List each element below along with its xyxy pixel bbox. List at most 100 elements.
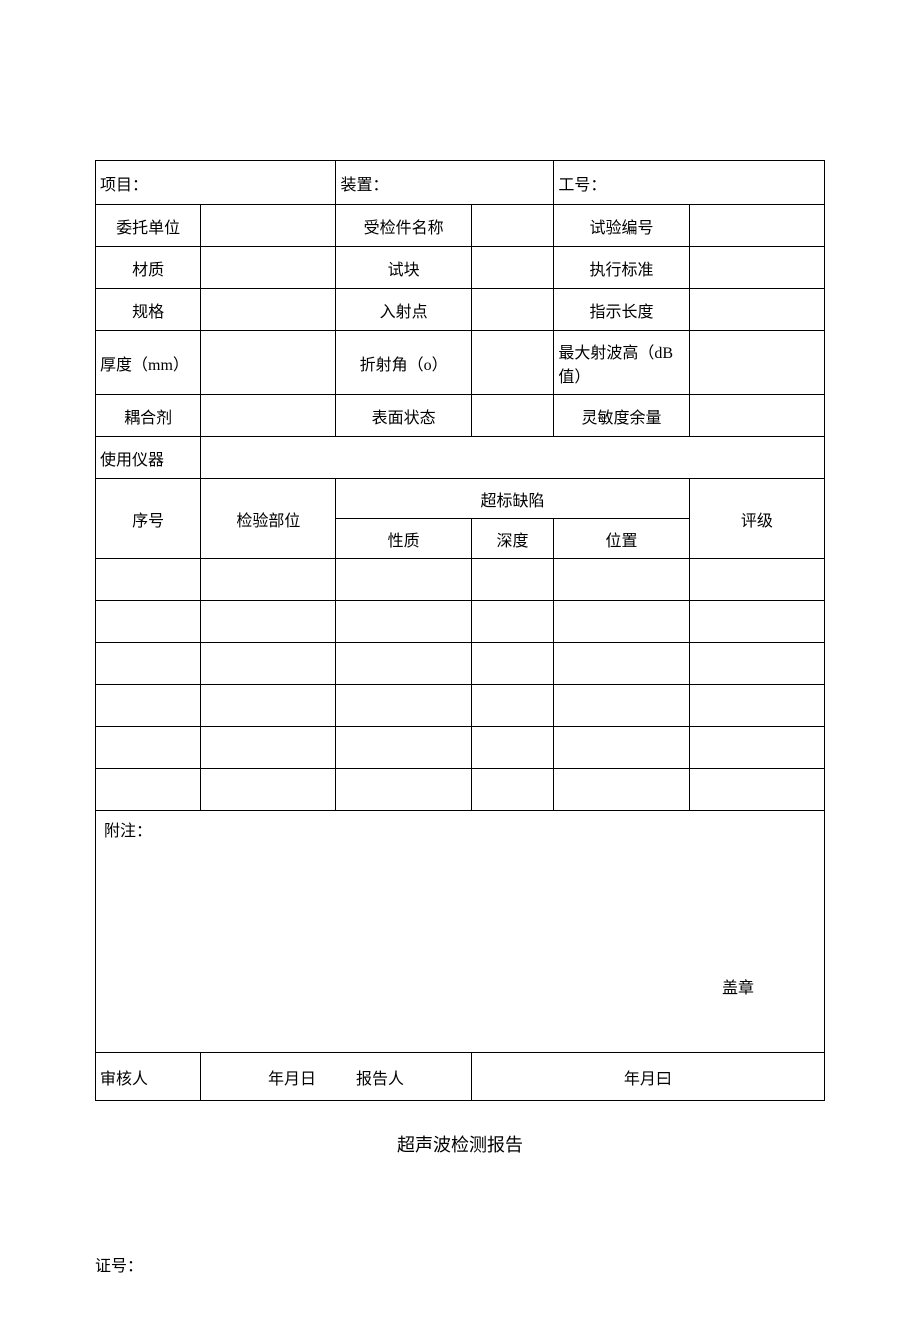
coupling-agent-value [201, 395, 336, 437]
cell [471, 769, 554, 811]
reviewer-date-cell: 年月日 报告人 [201, 1053, 472, 1101]
notes-row: 附注： 盖章 [96, 811, 825, 1053]
client-value [201, 205, 336, 247]
job-no-label: 工号： [558, 177, 606, 194]
incident-point-value [471, 289, 554, 331]
reporter-label: 报告人 [356, 1071, 404, 1088]
material-value [201, 247, 336, 289]
result-header-row-1: 序号 检验部位 超标缺陷 评级 [96, 479, 825, 519]
row-thickness: 厚度（mm） 折射角（o） 最大射波高（dB 值） [96, 331, 825, 395]
spec-label: 规格 [96, 289, 201, 331]
instrument-label: 使用仪器 [96, 437, 201, 479]
cert-label: 证号： [95, 1252, 825, 1276]
max-wave-height-value [689, 331, 824, 395]
incident-point-label: 入射点 [336, 289, 471, 331]
cell [96, 685, 201, 727]
cell [471, 601, 554, 643]
header-row: 项目： 装置： 工号： [96, 161, 825, 205]
refraction-angle-value [471, 331, 554, 395]
depth-label: 深度 [471, 519, 554, 559]
cell [689, 559, 824, 601]
surface-condition-label: 表面状态 [336, 395, 471, 437]
date-label-1: 年月日 [268, 1071, 316, 1088]
data-row-2 [96, 601, 825, 643]
project-label: 项目： [100, 177, 148, 194]
device-cell: 装置： [336, 161, 554, 205]
cell [336, 685, 471, 727]
material-label: 材质 [96, 247, 201, 289]
cell [336, 643, 471, 685]
report-title: 超声波检测报告 [95, 1131, 825, 1157]
spec-value [201, 289, 336, 331]
client-label: 委托单位 [96, 205, 201, 247]
reviewer-label: 审核人 [96, 1053, 201, 1101]
cell [96, 727, 201, 769]
test-block-value [471, 247, 554, 289]
cell [689, 727, 824, 769]
defect-group-label: 超标缺陷 [336, 479, 689, 519]
test-no-label: 试验编号 [554, 205, 689, 247]
coupling-agent-label: 耦合剂 [96, 395, 201, 437]
job-no-cell: 工号： [554, 161, 825, 205]
reporter-date-cell: 年月曰 [471, 1053, 824, 1101]
sensitivity-margin-label: 灵敏度余量 [554, 395, 689, 437]
surface-condition-value [471, 395, 554, 437]
cell [471, 643, 554, 685]
thickness-value [201, 331, 336, 395]
cell [554, 643, 689, 685]
notes-cell: 附注： 盖章 [96, 811, 825, 1053]
cell [689, 643, 824, 685]
cell [554, 601, 689, 643]
indication-length-value [689, 289, 824, 331]
data-row-3 [96, 643, 825, 685]
device-label: 装置： [340, 177, 388, 194]
cell [96, 643, 201, 685]
cell [96, 769, 201, 811]
cell [471, 685, 554, 727]
data-row-4 [96, 685, 825, 727]
standard-label: 执行标准 [554, 247, 689, 289]
cell [336, 727, 471, 769]
inspection-report-table: 项目： 装置： 工号： 委托单位 受检件名称 试验编号 材质 试块 执行标准 规… [95, 160, 825, 1101]
data-row-6 [96, 769, 825, 811]
data-row-1 [96, 559, 825, 601]
row-spec: 规格 入射点 指示长度 [96, 289, 825, 331]
nature-label: 性质 [336, 519, 471, 559]
cell [554, 769, 689, 811]
cell [689, 601, 824, 643]
specimen-name-value [471, 205, 554, 247]
cell [336, 769, 471, 811]
project-cell: 项目： [96, 161, 336, 205]
row-material: 材质 试块 执行标准 [96, 247, 825, 289]
specimen-name-label: 受检件名称 [336, 205, 471, 247]
grade-label: 评级 [689, 479, 824, 559]
cell [336, 601, 471, 643]
footer-row: 审核人 年月日 报告人 年月曰 [96, 1053, 825, 1101]
test-block-label: 试块 [336, 247, 471, 289]
refraction-angle-label: 折射角（o） [336, 331, 471, 395]
cell [554, 559, 689, 601]
cell [336, 559, 471, 601]
cell [471, 559, 554, 601]
max-wave-height-label: 最大射波高（dB 值） [554, 331, 689, 395]
date-label-2: 年月曰 [624, 1071, 672, 1088]
row-instrument: 使用仪器 [96, 437, 825, 479]
cell [201, 727, 336, 769]
cell [201, 643, 336, 685]
position-label: 位置 [554, 519, 689, 559]
thickness-label: 厚度（mm） [96, 331, 201, 395]
data-row-5 [96, 727, 825, 769]
inspection-part-label: 检验部位 [201, 479, 336, 559]
cell [201, 601, 336, 643]
standard-value [689, 247, 824, 289]
cell [96, 559, 201, 601]
indication-length-label: 指示长度 [554, 289, 689, 331]
cell [96, 601, 201, 643]
test-no-value [689, 205, 824, 247]
instrument-value [201, 437, 825, 479]
cell [201, 559, 336, 601]
cell [689, 685, 824, 727]
seq-label: 序号 [96, 479, 201, 559]
sensitivity-margin-value [689, 395, 824, 437]
row-client: 委托单位 受检件名称 试验编号 [96, 205, 825, 247]
